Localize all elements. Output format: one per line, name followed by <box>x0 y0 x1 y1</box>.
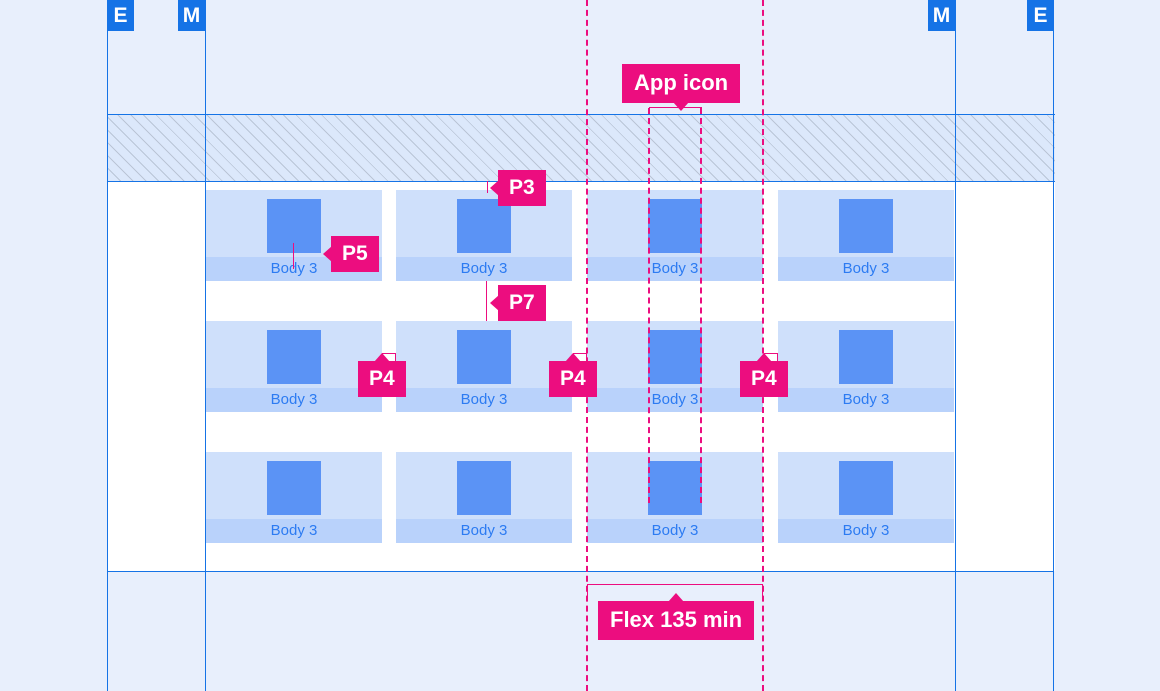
card-body-label: Body 3 <box>778 388 954 412</box>
measure-flex-min <box>587 584 763 598</box>
callout-p5[interactable]: P5 <box>331 236 379 272</box>
card[interactable]: Body 3 <box>587 190 763 281</box>
grid-line-content-bottom <box>107 571 1054 572</box>
guide-flex-left <box>586 0 588 691</box>
card-body-label: Body 3 <box>396 388 572 412</box>
card-body-label: Body 3 <box>206 388 382 412</box>
card-body-label: Body 3 <box>396 257 572 281</box>
callout-p7[interactable]: P7 <box>498 285 546 321</box>
card[interactable]: Body 3 <box>206 452 382 543</box>
card[interactable]: Body 3 <box>396 452 572 543</box>
callout-p3[interactable]: P3 <box>498 170 546 206</box>
measure-p5 <box>293 243 294 269</box>
card-body-label: Body 3 <box>587 388 763 412</box>
grid-line-margin-left <box>205 0 206 691</box>
card[interactable]: Body 3 <box>778 321 954 412</box>
app-icon <box>457 199 511 253</box>
guide-flex-right <box>762 0 764 691</box>
margin-marker-left: M <box>178 0 205 31</box>
callout-flex-min[interactable]: Flex 135 min <box>598 601 755 640</box>
edge-marker-right: E <box>1027 0 1054 31</box>
guide-icon-right <box>700 108 702 503</box>
app-icon <box>267 199 321 253</box>
edge-marker-left: E <box>107 0 134 31</box>
card[interactable]: Body 3 <box>206 321 382 412</box>
callout-p4-right[interactable]: P4 <box>740 361 788 397</box>
card-body-label: Body 3 <box>396 519 572 543</box>
grid-line-margin-right <box>955 0 956 691</box>
callout-p4-left[interactable]: P4 <box>358 361 406 397</box>
card-body-label: Body 3 <box>778 257 954 281</box>
grid-line-edge-left <box>107 0 108 691</box>
card[interactable]: Body 3 <box>778 452 954 543</box>
measure-p3 <box>487 181 488 193</box>
app-icon <box>648 330 702 384</box>
app-icon <box>648 461 702 515</box>
measure-p7 <box>486 281 487 321</box>
grid-line-edge-right <box>1053 0 1054 691</box>
callout-p4-mid[interactable]: P4 <box>549 361 597 397</box>
app-icon <box>839 461 893 515</box>
card[interactable]: Body 3 <box>778 190 954 281</box>
card-body-label: Body 3 <box>587 519 763 543</box>
app-icon <box>457 330 511 384</box>
card-body-label: Body 3 <box>206 519 382 543</box>
app-icon <box>648 199 702 253</box>
app-icon <box>839 199 893 253</box>
app-icon <box>267 330 321 384</box>
app-icon <box>457 461 511 515</box>
app-icon <box>839 330 893 384</box>
margin-marker-right: M <box>928 0 955 31</box>
guide-icon-left <box>648 108 650 503</box>
app-icon <box>267 461 321 515</box>
card[interactable]: Body 3 <box>587 321 763 412</box>
card-body-label: Body 3 <box>587 257 763 281</box>
card-body-label: Body 3 <box>778 519 954 543</box>
hatched-header-band <box>107 114 1055 182</box>
callout-app-icon[interactable]: App icon <box>622 64 741 103</box>
card[interactable]: Body 3 <box>396 190 572 281</box>
card[interactable]: Body 3 <box>587 452 763 543</box>
card[interactable]: Body 3 <box>396 321 572 412</box>
